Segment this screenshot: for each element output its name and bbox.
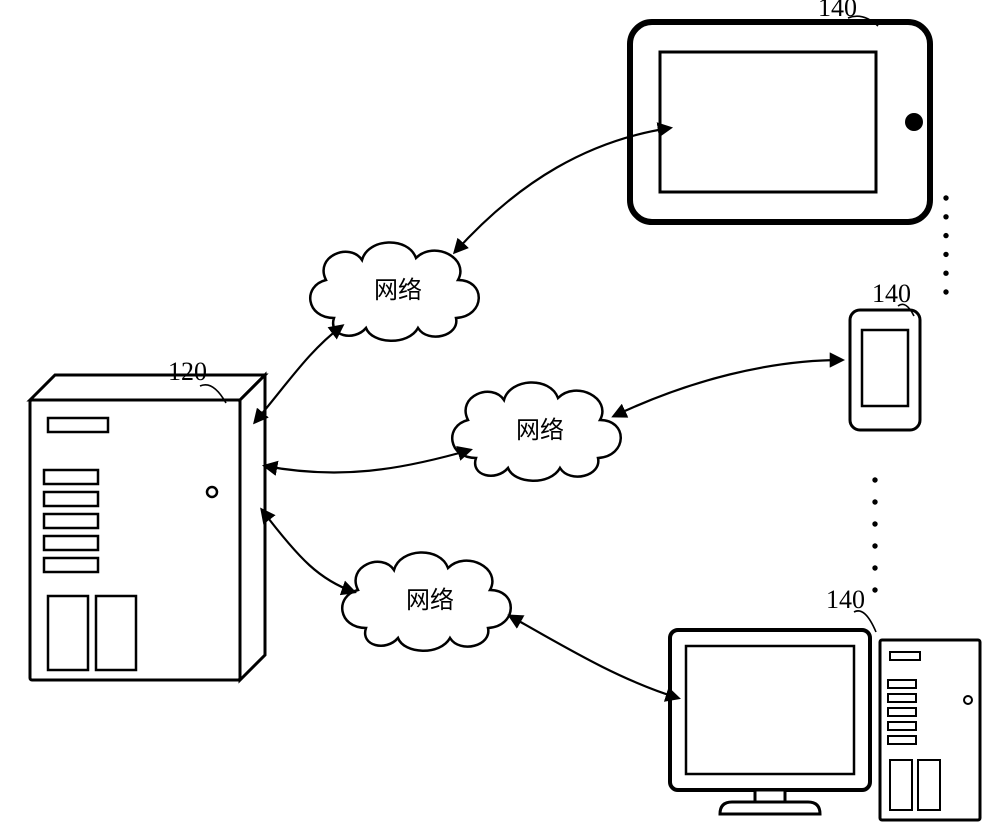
reference-number: 140	[818, 0, 857, 22]
cloud-label: 网络	[406, 587, 454, 614]
server-icon	[30, 375, 265, 680]
network-cloud-icon: 网络	[342, 552, 511, 650]
network-clouds: 网络网络网络	[310, 242, 621, 650]
desktop-computer-icon	[670, 630, 980, 820]
ellipsis-dot	[872, 565, 877, 570]
double-arrow	[510, 616, 678, 698]
cloud-label: 网络	[516, 417, 564, 444]
ellipsis-dot	[943, 233, 948, 238]
reference-number: 120	[168, 357, 207, 386]
network-cloud-icon: 网络	[452, 382, 621, 480]
ellipsis-dot	[943, 252, 948, 257]
ellipsis-dot	[872, 521, 877, 526]
ellipsis-dot	[872, 477, 877, 482]
ellipsis-dot	[943, 195, 948, 200]
tablet-icon	[630, 22, 930, 222]
double-arrow	[614, 360, 842, 416]
ellipsis-dot	[943, 271, 948, 276]
cloud-label: 网络	[374, 277, 422, 304]
ellipsis-dot	[872, 499, 877, 504]
network-diagram: 网络网络网络 120140140140	[0, 0, 1000, 837]
ellipsis-dot	[943, 289, 948, 294]
reference-number: 140	[872, 279, 911, 308]
double-arrow	[265, 450, 470, 473]
ellipsis-dot	[872, 543, 877, 548]
ellipsis-dot	[943, 214, 948, 219]
double-arrow	[262, 510, 354, 592]
reference-number: 140	[826, 585, 865, 614]
smartphone-icon	[850, 310, 920, 430]
ellipsis-dot	[872, 587, 877, 592]
network-cloud-icon: 网络	[310, 242, 479, 340]
